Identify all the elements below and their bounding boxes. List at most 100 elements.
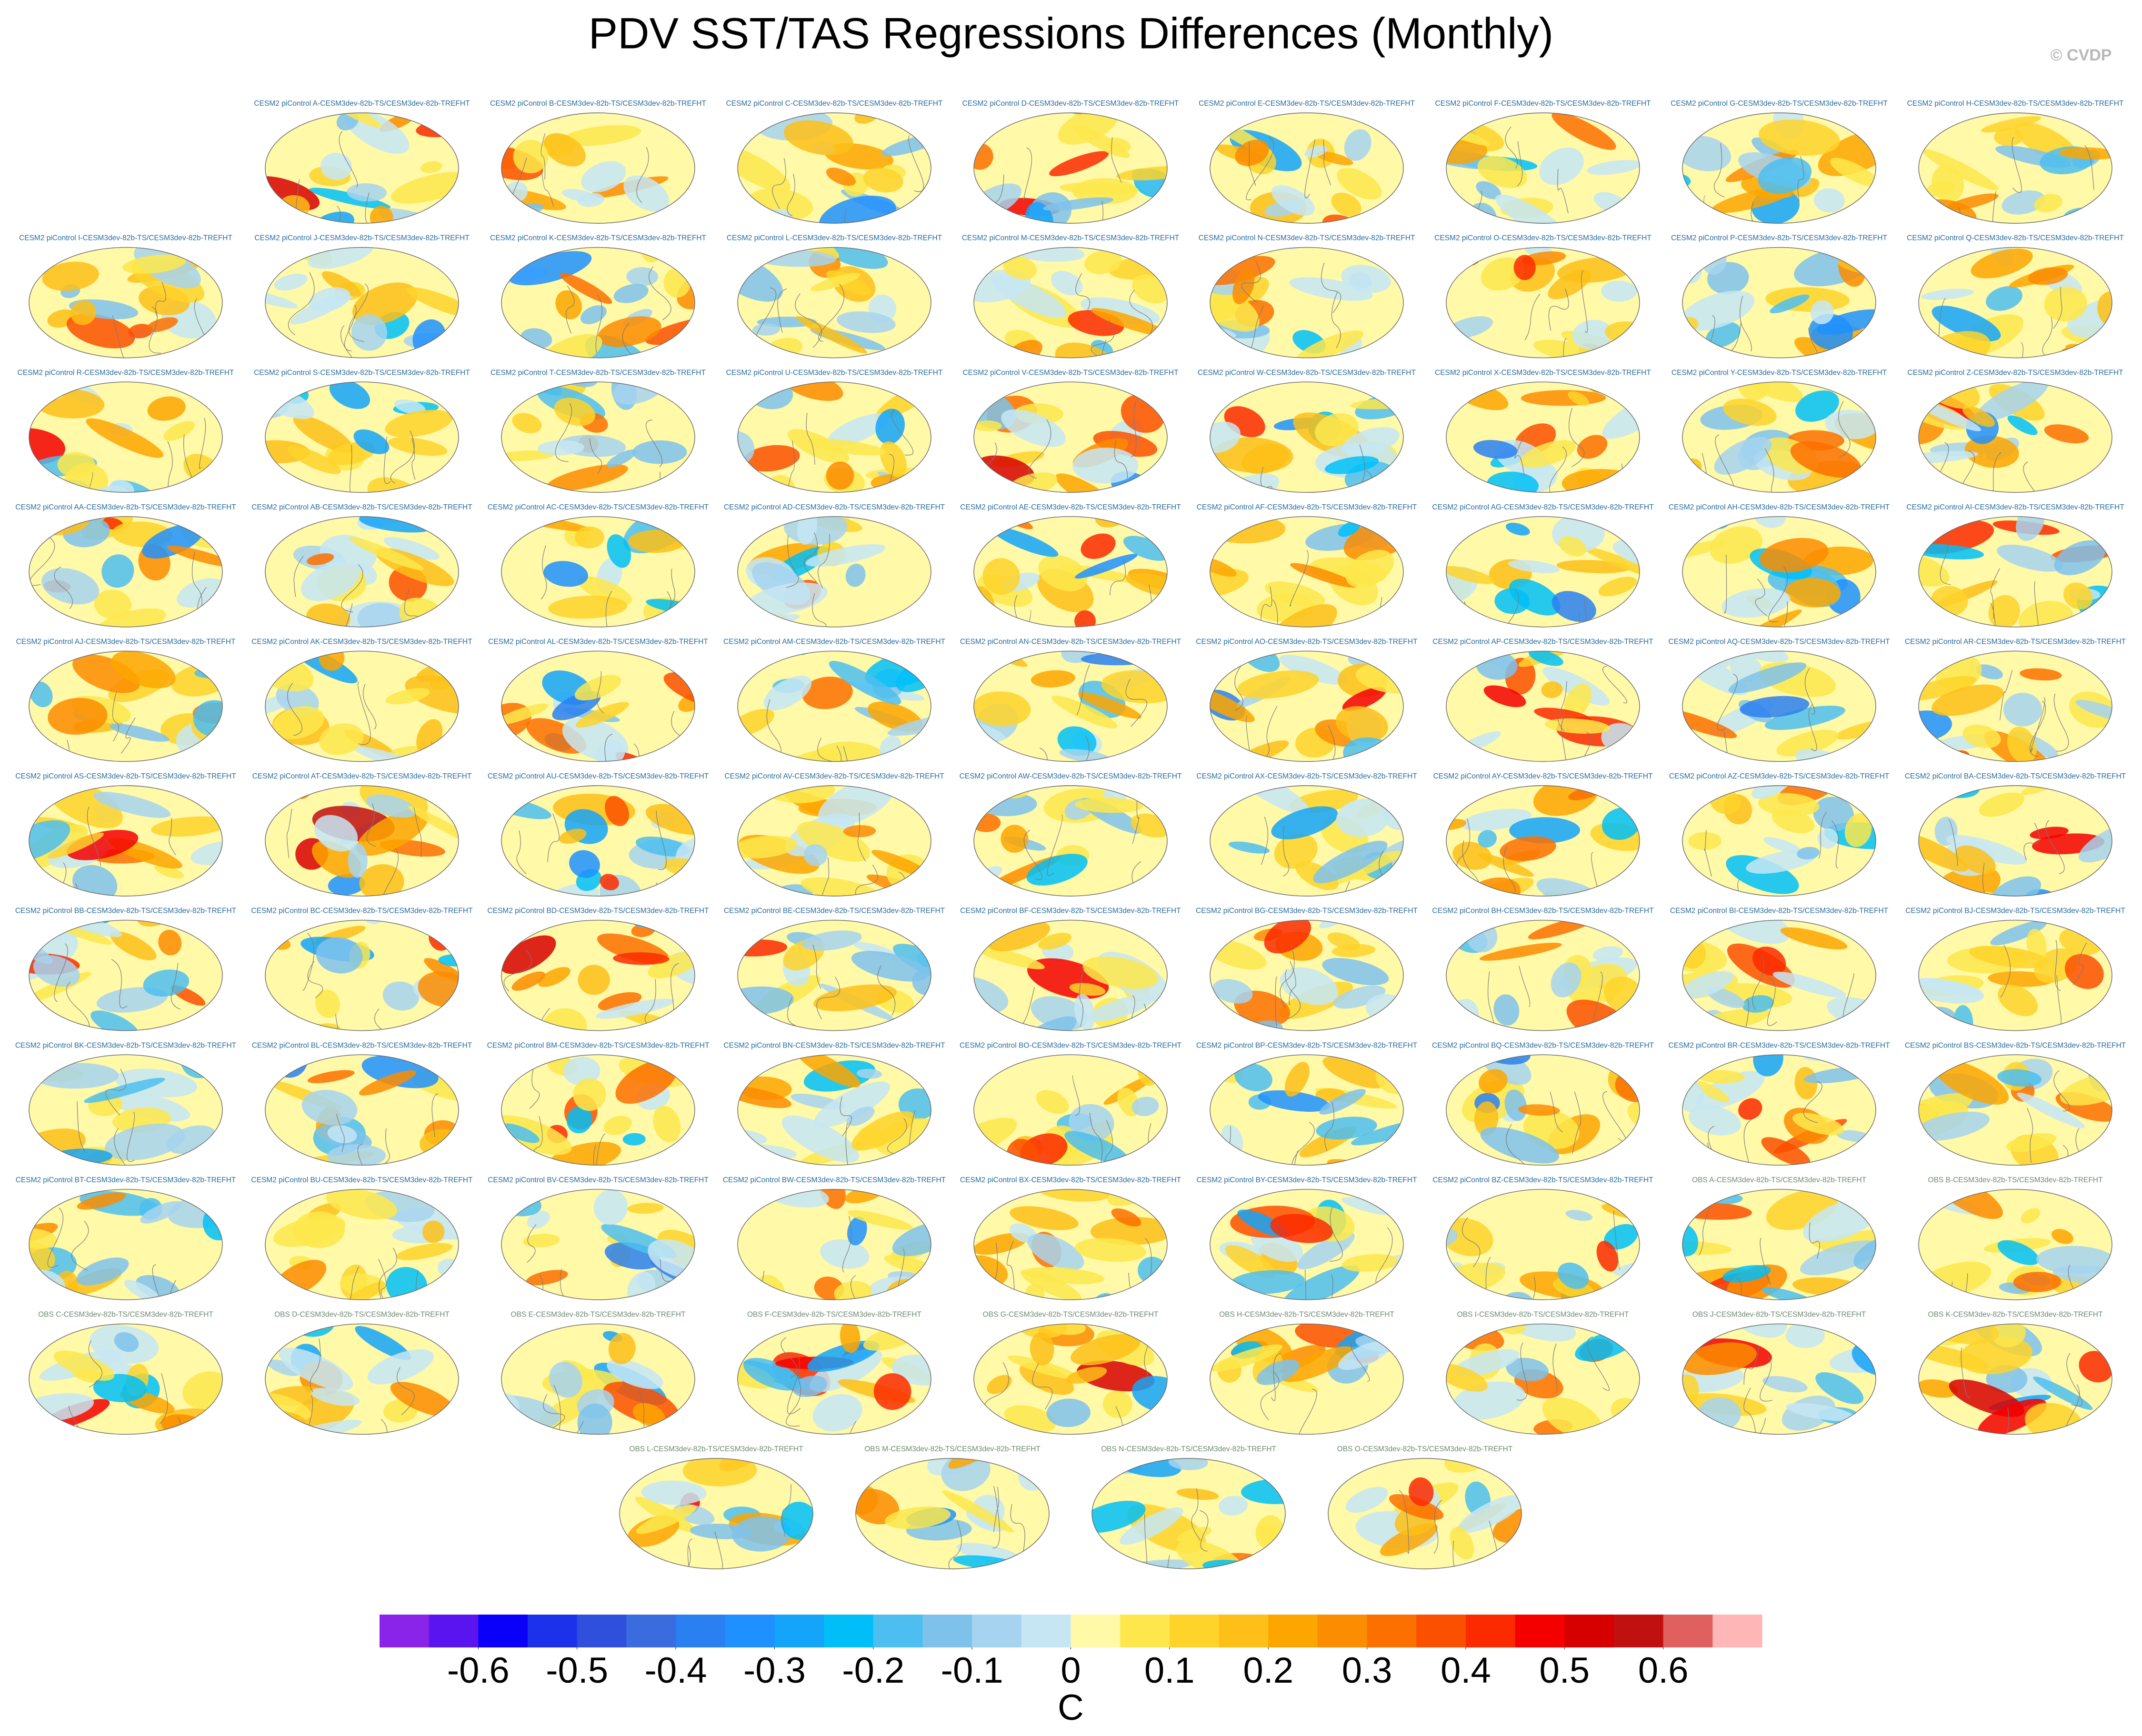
map-anomaly	[732, 1516, 791, 1552]
colorbar-box	[1663, 1615, 1713, 1647]
map-anomaly	[546, 464, 628, 491]
map-anomaly	[501, 703, 549, 725]
panel-title: CESM2 piControl AY-CESM3dev-82b-TS/CESM3…	[1433, 772, 1653, 780]
globe-outline	[973, 1189, 1168, 1300]
map-anomaly	[86, 418, 164, 458]
map-anomaly	[1342, 687, 1386, 711]
map-anomaly	[1478, 853, 1534, 877]
map-anomaly	[2063, 582, 2093, 610]
coastline	[2034, 581, 2039, 627]
coastline	[816, 977, 840, 1019]
map-anomaly	[1830, 158, 1876, 187]
map-field-group	[1919, 1189, 2112, 1300]
map-anomaly	[625, 1458, 654, 1467]
map-anomaly	[856, 1488, 900, 1525]
map-panel	[1446, 919, 1640, 1031]
map-anomaly	[1762, 1376, 1808, 1393]
coastline	[416, 1269, 428, 1300]
map-panel	[1210, 1323, 1404, 1435]
globe-outline	[1210, 112, 1404, 224]
coastline	[1764, 448, 1778, 493]
map-anomaly	[575, 702, 629, 728]
map-anomaly	[1111, 1208, 1141, 1227]
coastline	[2023, 822, 2040, 860]
map-anomaly	[1331, 192, 1361, 217]
map-anomaly	[1813, 188, 1845, 213]
coastline	[1072, 1075, 1080, 1116]
map-anomaly	[1281, 1346, 1354, 1382]
map-anomaly	[41, 568, 100, 605]
map-anomaly	[1234, 1063, 1272, 1091]
map-anomaly	[77, 1192, 126, 1210]
map-anomaly	[1446, 566, 1495, 584]
map-anomaly	[347, 183, 387, 202]
map-anomaly	[108, 1091, 190, 1122]
coastline	[1804, 668, 1815, 715]
coastline	[1572, 1091, 1581, 1154]
panel-title: CESM2 piControl V-CESM3dev-82b-TS/CESM3d…	[962, 369, 1179, 377]
coastline	[645, 979, 656, 1026]
coastline	[2023, 461, 2048, 493]
map-anomaly	[645, 804, 695, 835]
coastline	[287, 808, 292, 858]
map-anomaly	[167, 545, 222, 568]
map-anomaly	[1351, 1119, 1403, 1146]
colorbar-box	[1465, 1615, 1516, 1647]
globe-outline	[737, 919, 931, 1031]
map-field-group	[738, 920, 931, 1031]
map-anomaly	[1474, 1101, 1499, 1136]
map-anomaly	[1792, 1113, 1844, 1136]
map-anomaly	[569, 850, 600, 878]
coastline	[293, 556, 304, 597]
panel-title: CESM2 piControl AU-CESM3dev-82b-TS/CESM3…	[488, 772, 709, 780]
map-anomaly	[143, 969, 190, 997]
coastline	[349, 1267, 359, 1300]
map-anomaly	[1120, 1507, 1183, 1545]
map-panel	[1918, 785, 2112, 897]
map-anomaly	[763, 676, 812, 710]
coastline	[1613, 1211, 1621, 1270]
map-anomaly	[1695, 1081, 1730, 1102]
map-anomaly	[880, 441, 907, 478]
map-anomaly	[1564, 683, 1592, 718]
map-anomaly	[2044, 286, 2087, 322]
coastline	[1737, 879, 1752, 896]
coastline	[843, 746, 850, 762]
globe-outline	[737, 381, 931, 493]
globe-outline	[737, 1189, 931, 1300]
coastline	[2042, 317, 2052, 358]
map-anomaly	[1728, 609, 1802, 627]
globe-outline	[1918, 381, 2112, 493]
panel-title: CESM2 piControl BN-CESM3dev-82b-TS/CESM3…	[723, 1041, 945, 1049]
map-anomaly	[1102, 1390, 1132, 1418]
map-anomaly	[871, 474, 919, 492]
map-anomaly	[774, 247, 839, 259]
coastline	[530, 1069, 540, 1109]
map-anomaly	[1333, 985, 1386, 1009]
coastline	[573, 1421, 584, 1435]
coastline	[111, 959, 128, 1008]
map-anomaly	[265, 1057, 277, 1089]
map-anomaly	[1962, 724, 2001, 748]
map-anomaly	[1265, 581, 1325, 607]
map-anomaly	[367, 1349, 434, 1385]
map-field-group	[1446, 247, 1640, 358]
globe-outline	[1918, 112, 2112, 224]
coastline	[336, 1114, 345, 1152]
map-anomaly	[1284, 1062, 1310, 1097]
map-panel	[1682, 1323, 1876, 1435]
map-anomaly	[613, 284, 649, 303]
map-field-group	[501, 651, 695, 762]
colorbar-tick-label: 0.1	[1144, 1650, 1195, 1691]
map-anomaly	[807, 1340, 880, 1372]
globe-outline	[619, 1458, 813, 1569]
globe-outline	[737, 112, 931, 224]
map-anomaly	[1019, 1363, 1074, 1395]
coastline	[1261, 817, 1269, 865]
map-anomaly	[29, 820, 70, 863]
map-field-group	[1919, 786, 2112, 896]
globe-outline	[973, 1054, 1168, 1166]
coastline	[1075, 273, 1091, 311]
coastline	[812, 944, 821, 989]
panel-title: CESM2 piControl BH-CESM3dev-82b-TS/CESM3…	[1432, 907, 1654, 915]
